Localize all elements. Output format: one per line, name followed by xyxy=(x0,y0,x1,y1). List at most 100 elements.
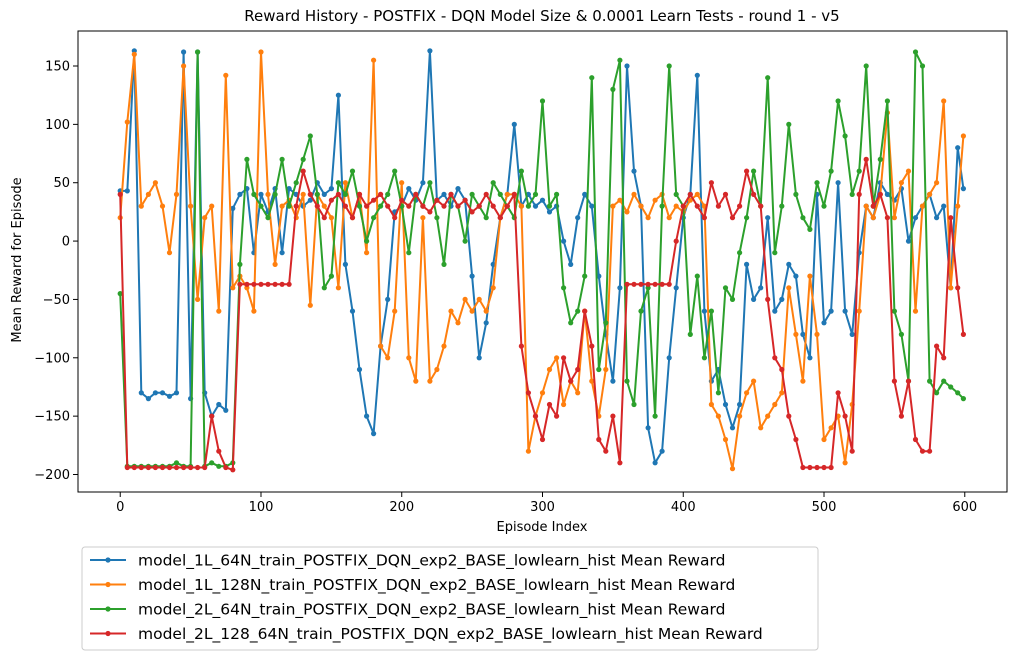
data-point xyxy=(518,343,525,349)
data-point xyxy=(124,188,130,194)
data-point xyxy=(159,390,166,396)
data-point xyxy=(202,215,208,221)
data-point xyxy=(364,203,370,209)
data-point xyxy=(448,308,454,314)
data-point xyxy=(828,425,834,431)
data-point xyxy=(371,57,377,63)
data-point xyxy=(209,460,215,466)
data-point xyxy=(575,366,581,373)
data-point xyxy=(181,63,187,69)
series-4 xyxy=(117,156,967,473)
data-point xyxy=(617,285,623,291)
data-point xyxy=(941,355,947,361)
data-point xyxy=(230,285,236,291)
data-point xyxy=(828,308,834,314)
data-point xyxy=(300,156,306,162)
data-point xyxy=(525,203,532,209)
data-point xyxy=(546,203,553,209)
data-point xyxy=(948,285,954,291)
data-point xyxy=(960,186,967,192)
data-point xyxy=(469,191,475,197)
data-point xyxy=(279,156,285,162)
data-point xyxy=(842,308,848,314)
data-point xyxy=(765,296,771,302)
data-point xyxy=(349,215,356,221)
data-point xyxy=(145,396,151,402)
data-point xyxy=(779,390,785,396)
x-tick-label: 400 xyxy=(671,500,696,515)
data-point xyxy=(722,401,729,408)
data-point xyxy=(145,191,151,197)
legend-marker xyxy=(105,557,111,563)
data-point xyxy=(758,203,764,209)
plot-area xyxy=(117,48,967,473)
data-point xyxy=(729,215,736,221)
data-point xyxy=(891,308,898,314)
data-point xyxy=(152,464,158,471)
data-point xyxy=(462,197,468,203)
data-point xyxy=(617,197,623,203)
data-point xyxy=(342,203,348,209)
data-point xyxy=(152,180,158,186)
data-point xyxy=(188,203,194,209)
data-point xyxy=(617,57,623,63)
legend-label: model_2L_128_64N_train_POSTFIX_DQN_exp2_… xyxy=(138,625,763,644)
data-point xyxy=(582,308,588,314)
data-point xyxy=(821,436,827,443)
data-point xyxy=(842,413,848,419)
data-point xyxy=(230,467,236,473)
data-point xyxy=(722,436,729,443)
data-point xyxy=(265,215,271,221)
data-point xyxy=(884,98,891,104)
data-point xyxy=(960,133,967,139)
data-point xyxy=(863,63,869,69)
data-point xyxy=(378,203,384,209)
data-point xyxy=(420,203,426,209)
data-point xyxy=(561,238,567,244)
y-tick-label: 150 xyxy=(45,60,70,75)
data-point xyxy=(342,180,348,186)
y-tick-label: −200 xyxy=(34,468,70,483)
data-point xyxy=(371,197,377,203)
data-point xyxy=(814,331,820,337)
data-point xyxy=(666,355,672,361)
legend-entry: model_2L_64N_train_POSTFIX_DQN_exp2_BASE… xyxy=(90,601,725,620)
data-point xyxy=(173,191,180,197)
data-point xyxy=(406,250,412,256)
data-point xyxy=(469,273,475,279)
data-point xyxy=(814,180,820,186)
data-point xyxy=(138,390,144,396)
data-point xyxy=(328,273,334,279)
data-point xyxy=(554,191,560,197)
data-point xyxy=(131,51,137,57)
data-point xyxy=(708,401,715,408)
data-point xyxy=(786,121,792,127)
data-point xyxy=(497,215,503,221)
data-point xyxy=(694,191,700,197)
data-point xyxy=(349,168,356,174)
data-point xyxy=(497,191,503,197)
data-point xyxy=(765,215,771,221)
data-point xyxy=(948,384,954,390)
data-point xyxy=(546,209,553,215)
data-point xyxy=(124,464,130,471)
data-point xyxy=(216,448,222,454)
data-point xyxy=(539,390,546,396)
data-point xyxy=(237,261,243,267)
data-point xyxy=(490,285,496,291)
data-point xyxy=(948,215,954,221)
x-tick-label: 100 xyxy=(249,500,274,515)
data-point xyxy=(779,296,785,302)
data-point xyxy=(793,436,799,443)
data-point xyxy=(765,75,771,81)
data-point xyxy=(554,413,560,419)
data-point xyxy=(729,296,736,302)
data-point xyxy=(960,396,967,402)
data-point xyxy=(603,448,609,454)
data-point xyxy=(539,436,546,443)
data-point xyxy=(624,63,630,69)
data-point xyxy=(898,331,905,337)
data-point xyxy=(856,168,862,174)
data-point xyxy=(223,464,229,471)
